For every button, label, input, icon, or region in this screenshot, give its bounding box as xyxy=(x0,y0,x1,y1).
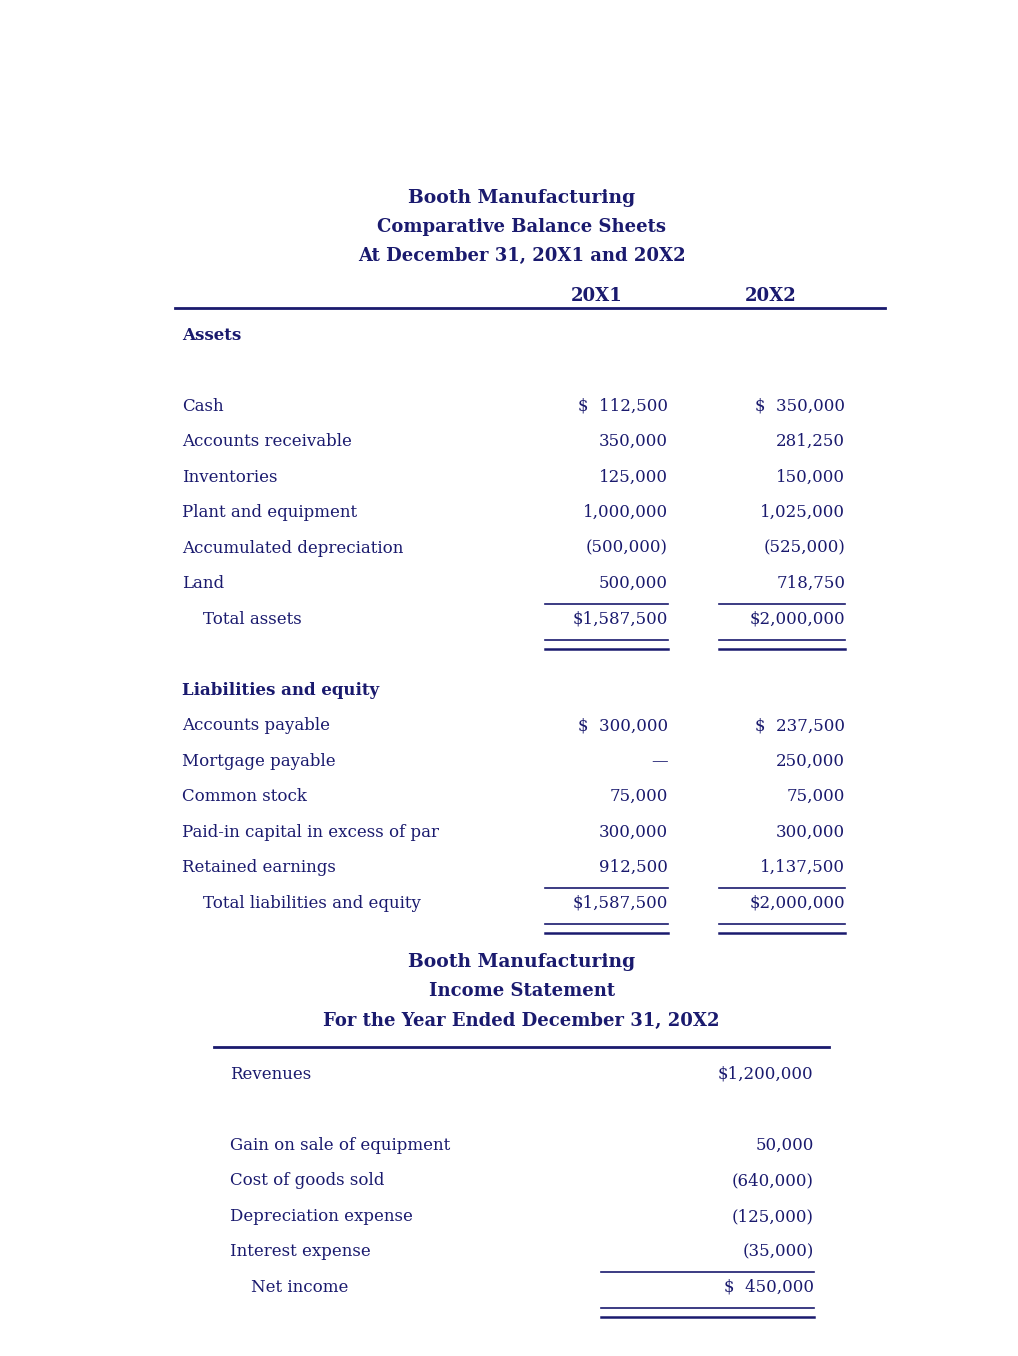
Text: Cost of goods sold: Cost of goods sold xyxy=(230,1173,384,1189)
Text: $  450,000: $ 450,000 xyxy=(724,1279,813,1296)
Text: Mortgage payable: Mortgage payable xyxy=(182,753,336,770)
Text: Revenues: Revenues xyxy=(230,1066,312,1083)
Text: $  300,000: $ 300,000 xyxy=(577,717,668,734)
Text: 150,000: 150,000 xyxy=(776,469,845,485)
Text: $2,000,000: $2,000,000 xyxy=(749,610,845,628)
Text: $  237,500: $ 237,500 xyxy=(755,717,845,734)
Text: $  112,500: $ 112,500 xyxy=(577,397,668,415)
Text: Gain on sale of equipment: Gain on sale of equipment xyxy=(230,1136,450,1154)
Text: Paid-in capital in excess of par: Paid-in capital in excess of par xyxy=(182,823,440,841)
Text: Booth Manufacturing: Booth Manufacturing xyxy=(408,953,635,971)
Text: Total assets: Total assets xyxy=(182,610,302,628)
Text: (640,000): (640,000) xyxy=(732,1173,813,1189)
Text: Accumulated depreciation: Accumulated depreciation xyxy=(182,540,404,557)
Text: (35,000): (35,000) xyxy=(742,1243,813,1260)
Text: Common stock: Common stock xyxy=(182,788,307,805)
Text: Net income: Net income xyxy=(230,1279,348,1296)
Text: 50,000: 50,000 xyxy=(755,1136,813,1154)
Text: At December 31, 20X1 and 20X2: At December 31, 20X1 and 20X2 xyxy=(358,247,685,266)
Text: 300,000: 300,000 xyxy=(776,823,845,841)
Text: Interest expense: Interest expense xyxy=(230,1243,371,1260)
Text: 1,137,500: 1,137,500 xyxy=(760,860,845,876)
Text: —: — xyxy=(652,753,668,770)
Text: 300,000: 300,000 xyxy=(599,823,668,841)
Text: 912,500: 912,500 xyxy=(599,860,668,876)
Text: Inventories: Inventories xyxy=(182,469,278,485)
Text: 20X2: 20X2 xyxy=(744,287,796,305)
Text: 281,250: 281,250 xyxy=(776,433,845,450)
Text: Land: Land xyxy=(182,575,225,593)
Text: 500,000: 500,000 xyxy=(599,575,668,593)
Text: 75,000: 75,000 xyxy=(610,788,668,805)
Text: $  350,000: $ 350,000 xyxy=(755,397,845,415)
Text: Accounts payable: Accounts payable xyxy=(182,717,331,734)
Text: Retained earnings: Retained earnings xyxy=(182,860,336,876)
Text: 125,000: 125,000 xyxy=(599,469,668,485)
Text: (125,000): (125,000) xyxy=(732,1208,813,1224)
Text: Liabilities and equity: Liabilities and equity xyxy=(182,682,380,698)
Text: 75,000: 75,000 xyxy=(787,788,845,805)
Text: 20X1: 20X1 xyxy=(571,287,623,305)
Text: 250,000: 250,000 xyxy=(776,753,845,770)
Text: Comparative Balance Sheets: Comparative Balance Sheets xyxy=(378,218,666,236)
Text: 1,000,000: 1,000,000 xyxy=(582,504,668,521)
Text: Assets: Assets xyxy=(182,327,241,343)
Text: 1,025,000: 1,025,000 xyxy=(760,504,845,521)
Text: Plant and equipment: Plant and equipment xyxy=(182,504,357,521)
Text: For the Year Ended December 31, 20X2: For the Year Ended December 31, 20X2 xyxy=(324,1012,720,1029)
Text: $1,200,000: $1,200,000 xyxy=(718,1066,813,1083)
Text: 350,000: 350,000 xyxy=(599,433,668,450)
Text: $1,587,500: $1,587,500 xyxy=(572,895,668,911)
Text: Depreciation expense: Depreciation expense xyxy=(230,1208,412,1224)
Text: Accounts receivable: Accounts receivable xyxy=(182,433,352,450)
Text: Income Statement: Income Statement xyxy=(429,982,615,1001)
Text: Total liabilities and equity: Total liabilities and equity xyxy=(182,895,421,911)
Text: $2,000,000: $2,000,000 xyxy=(749,895,845,911)
Text: Cash: Cash xyxy=(182,397,224,415)
Text: Booth Manufacturing: Booth Manufacturing xyxy=(408,188,635,207)
Text: 718,750: 718,750 xyxy=(776,575,845,593)
Text: $1,587,500: $1,587,500 xyxy=(572,610,668,628)
Text: (500,000): (500,000) xyxy=(585,540,668,557)
Text: (525,000): (525,000) xyxy=(764,540,845,557)
